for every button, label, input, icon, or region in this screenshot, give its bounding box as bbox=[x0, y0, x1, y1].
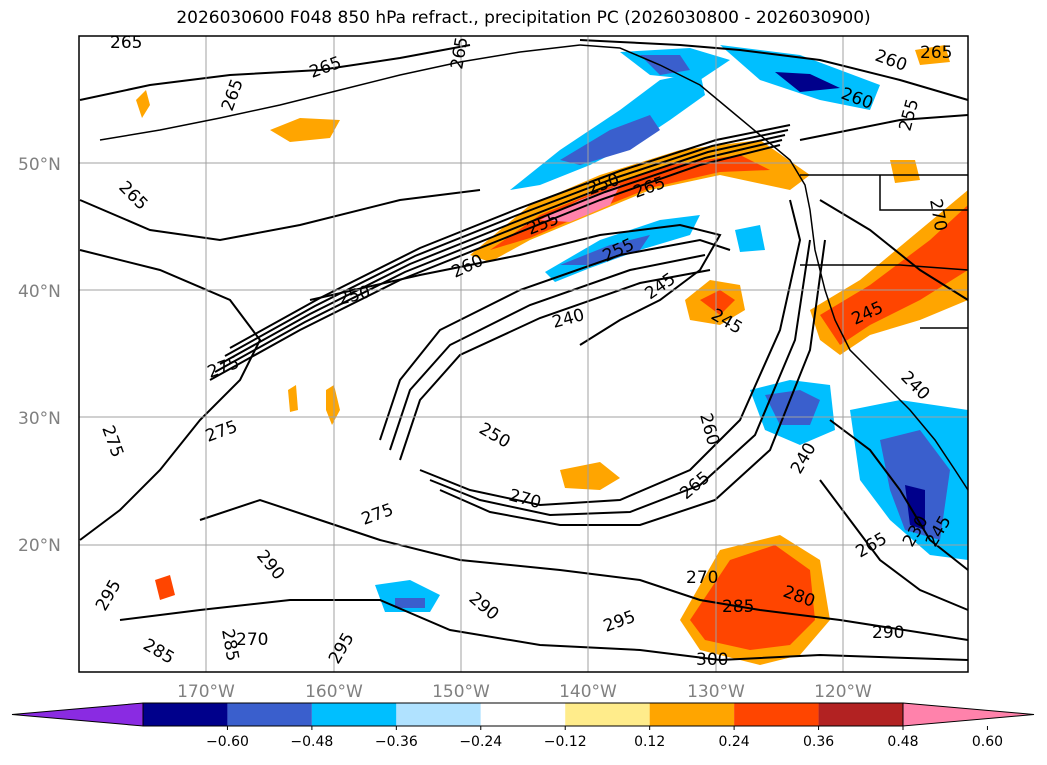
colorbar-tick-label: −0.24 bbox=[459, 734, 502, 750]
contour-label: 295 bbox=[325, 629, 359, 667]
lat-label: 30°N bbox=[18, 409, 61, 429]
contour-label: 275 bbox=[205, 353, 242, 383]
contour-label: 275 bbox=[359, 500, 396, 530]
contour-label: 265 bbox=[920, 43, 952, 63]
colorbar-segment bbox=[311, 703, 397, 726]
colorbar-segment bbox=[649, 703, 735, 726]
contour-label: 260 bbox=[872, 46, 909, 76]
contour-label: 290 bbox=[252, 546, 288, 584]
colorbar-tick-label: 0.36 bbox=[803, 734, 834, 750]
contour-label: 290 bbox=[872, 623, 904, 643]
precip-patch-small-6 bbox=[326, 385, 340, 425]
precip-patch-small-8 bbox=[155, 575, 175, 600]
contour-label: 270 bbox=[507, 486, 544, 514]
contour-label: 270 bbox=[686, 568, 718, 588]
precip-patch-navy-baja bbox=[905, 485, 925, 530]
precip-patch-darkblue-baja bbox=[880, 430, 950, 540]
lon-label: 150°W bbox=[432, 682, 490, 702]
lat-label: 40°N bbox=[18, 282, 61, 302]
colorbar-tick-label: 0.12 bbox=[634, 734, 665, 750]
lon-label: 140°W bbox=[559, 682, 617, 702]
lat-label: 50°N bbox=[18, 155, 61, 175]
contour-labels: 265 265 265 265 265 260 260 255 250 265 … bbox=[92, 33, 956, 670]
colorbar-extend-high bbox=[902, 702, 1035, 727]
colorbar-segment bbox=[227, 703, 312, 726]
colorbar-tick-label: −0.36 bbox=[375, 734, 418, 750]
precip-patch-small-5 bbox=[136, 90, 150, 118]
colorbar-tick-label: −0.60 bbox=[206, 734, 249, 750]
precip-patch-darkblue-30n bbox=[765, 390, 820, 425]
precip-patch-small-11 bbox=[915, 45, 950, 65]
contour-label: 285 bbox=[722, 597, 754, 617]
map-title: 2026030600 F048 850 hPa refract., precip… bbox=[176, 8, 871, 28]
colorbar-segment bbox=[396, 703, 481, 726]
contour-label: 250 bbox=[476, 419, 514, 453]
refractivity-contours bbox=[79, 39, 969, 662]
contour-label: 285 bbox=[140, 635, 178, 669]
precip-patch-darkblue-north bbox=[560, 115, 660, 165]
contour-label: 270 bbox=[236, 630, 268, 650]
colorbar-tick-label: −0.48 bbox=[290, 734, 333, 750]
map-frame bbox=[78, 35, 969, 673]
colorbar-tick-label: 0.60 bbox=[972, 734, 1003, 750]
colorbar-segment bbox=[734, 703, 819, 726]
lat-labels: 50°N 40°N 30°N 20°N bbox=[18, 155, 61, 556]
contour-label: 265 bbox=[218, 76, 248, 113]
contour-label: 295 bbox=[92, 576, 126, 614]
colorbar-segment bbox=[143, 703, 228, 726]
lon-labels: 170°W 160°W 150°W 140°W 130°W 120°W bbox=[177, 682, 872, 702]
colorbar-segment bbox=[480, 703, 566, 726]
colorbar: −0.60 −0.48 −0.36 −0.24 −0.12 0.12 0.24 0.36 0.4… bbox=[11, 702, 1035, 750]
precip-patch-small-10 bbox=[735, 225, 765, 252]
contour-label: 290 bbox=[465, 589, 503, 625]
lon-label: 120°W bbox=[814, 682, 872, 702]
contour-label: 265 bbox=[114, 177, 151, 214]
precip-patch-navy-bc bbox=[775, 72, 840, 92]
colorbar-extend-low bbox=[11, 702, 144, 727]
contour-label: 240 bbox=[896, 367, 933, 404]
contour-label: 275 bbox=[97, 423, 127, 460]
colorbar-tick-label: 0.48 bbox=[887, 734, 918, 750]
precip-patch-small-9 bbox=[890, 160, 920, 183]
colorbar-tick-label: 0.24 bbox=[719, 734, 750, 750]
lon-label: 170°W bbox=[177, 682, 235, 702]
contour-label: 300 bbox=[696, 650, 728, 670]
precip-patch-small-4 bbox=[395, 598, 425, 608]
colorbar-tick-label: −0.12 bbox=[544, 734, 587, 750]
contour-label: 265 bbox=[110, 33, 142, 53]
colorbar-outline bbox=[142, 702, 904, 727]
lon-label: 160°W bbox=[305, 682, 363, 702]
precip-patch-blue-north bbox=[510, 72, 705, 190]
precip-patch-red-south bbox=[690, 545, 815, 650]
contour-label: 255 bbox=[896, 97, 924, 134]
graticule bbox=[79, 36, 968, 672]
colorbar-segment bbox=[565, 703, 650, 726]
coastlines bbox=[99, 44, 969, 491]
precip-patch-red-coast bbox=[820, 205, 968, 345]
contour-label: 240 bbox=[787, 439, 821, 477]
lon-label: 130°W bbox=[687, 682, 745, 702]
contour-label: 265 bbox=[447, 35, 472, 70]
contour-label: 275 bbox=[203, 417, 240, 447]
contour-label: 265 bbox=[307, 53, 344, 83]
colorbar-segment bbox=[818, 703, 903, 726]
precip-patch-small-2 bbox=[560, 462, 620, 490]
precip-patch-small-1 bbox=[270, 118, 340, 142]
precip-patch-red-river bbox=[490, 155, 770, 250]
precip-patch-red-mid bbox=[700, 290, 735, 315]
contour-label: 265 bbox=[853, 529, 891, 563]
precip-patch-darkblue-mid bbox=[560, 235, 650, 265]
contour-label: 240 bbox=[550, 305, 587, 333]
precip-patch-navy-gulf bbox=[640, 55, 690, 75]
precip-shading bbox=[136, 45, 968, 665]
contour-label: 295 bbox=[601, 607, 638, 637]
lat-label: 20°N bbox=[18, 536, 61, 556]
precip-patch-small-7 bbox=[288, 385, 298, 412]
